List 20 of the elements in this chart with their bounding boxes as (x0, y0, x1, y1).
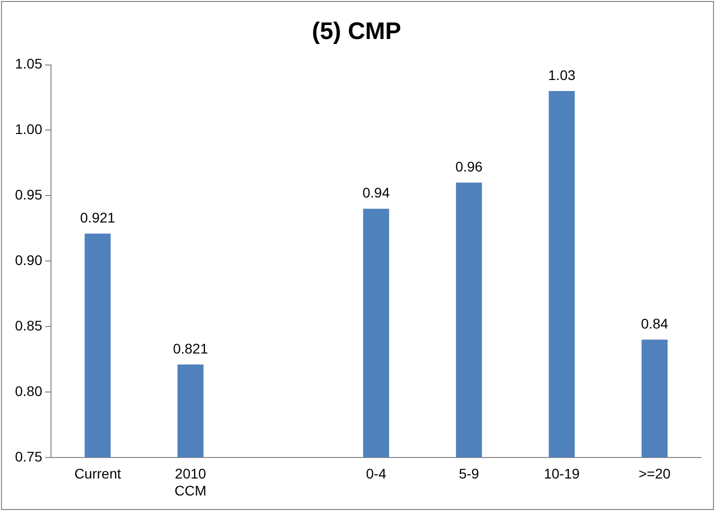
x-tick-label: 0-4 (366, 466, 386, 482)
x-tick-label: 2010 CCM (174, 466, 206, 498)
y-tick-label: 0.85 (15, 317, 42, 334)
y-tick-label: 0.95 (15, 186, 42, 203)
y-tick-label: 0.75 (15, 448, 42, 464)
y-tick-label: 0.90 (15, 252, 42, 268)
data-label: 0.94 (362, 184, 390, 201)
x-tick-label: >=20 (638, 466, 671, 482)
y-tick-label: 1.05 (15, 56, 42, 72)
x-tick-label: 5-9 (458, 466, 480, 482)
data-label: 1.03 (548, 66, 576, 83)
data-label: 0.921 (80, 209, 116, 226)
y-tick-label: 1.00 (15, 121, 42, 138)
data-label: 0.84 (640, 315, 668, 332)
chart-title: (5) CMP (312, 18, 402, 46)
data-label: 0.96 (455, 158, 483, 174)
x-tick-label: Current (74, 466, 122, 482)
data-label: 0.821 (172, 340, 208, 356)
x-tick-label: 10-19 (544, 466, 580, 482)
y-tick-label: 0.80 (15, 382, 42, 399)
